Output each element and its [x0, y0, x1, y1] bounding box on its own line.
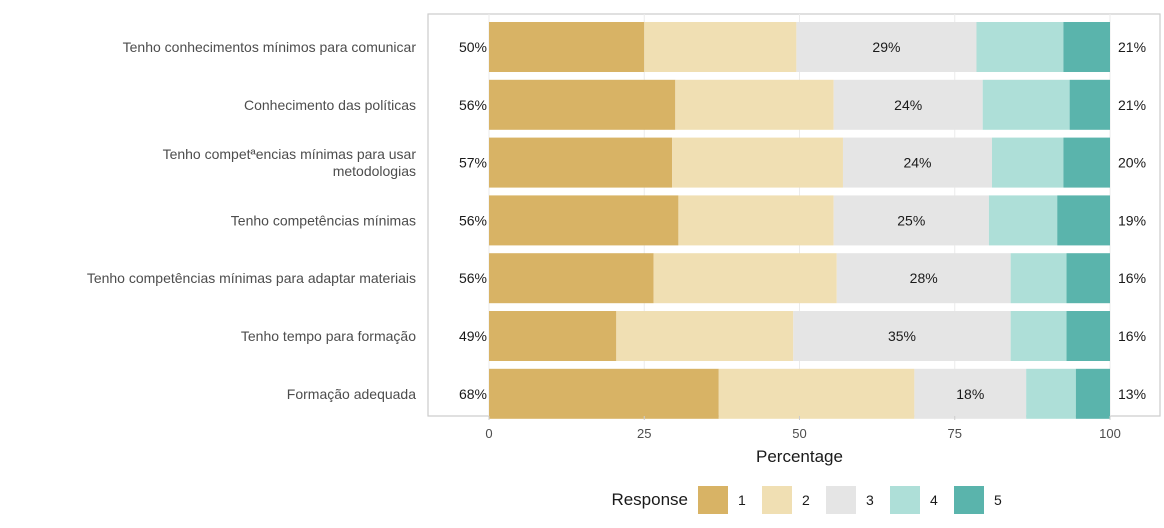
bar-segment-3 — [796, 22, 977, 72]
bar-segment-5 — [1063, 137, 1110, 188]
right-percent-label: 21% — [1118, 97, 1146, 113]
bar-segment-4 — [1026, 368, 1076, 419]
x-tick-label: 100 — [1099, 426, 1121, 441]
bar-segment-5 — [1066, 311, 1110, 361]
legend-key-3 — [826, 486, 856, 514]
bar-segment-4 — [976, 22, 1064, 72]
bar-segment-1 — [489, 79, 676, 130]
category-label: Tenho competências mínimas — [231, 212, 416, 228]
bar-segment-2 — [675, 79, 834, 130]
bar-segment-1 — [489, 22, 645, 72]
right-percent-label: 16% — [1118, 270, 1146, 286]
x-tick-label: 75 — [948, 426, 962, 441]
right-percent-label: 19% — [1118, 212, 1146, 228]
category-label: Tenho conhecimentos mínimos para comunic… — [123, 39, 417, 55]
category-label: Conhecimento das políticas — [244, 97, 416, 113]
legend-key-4 — [890, 486, 920, 514]
x-tick-label: 0 — [485, 426, 492, 441]
legend-label: 4 — [930, 492, 938, 508]
category-label: Tenho competªencias mínimas para usar met… — [163, 146, 417, 179]
bar-segment-3 — [836, 253, 1011, 304]
bar-segment-1 — [489, 368, 719, 419]
bar-segment-4 — [992, 137, 1064, 188]
middle-percent-label: 25% — [897, 212, 925, 228]
right-percent-label: 13% — [1118, 386, 1146, 402]
legend-label: 1 — [738, 492, 746, 508]
category-label: Tenho tempo para formação — [241, 328, 416, 344]
middle-percent-label: 24% — [903, 155, 931, 171]
bar-segment-4 — [988, 195, 1058, 246]
middle-percent-label: 24% — [894, 97, 922, 113]
bar-segment-4 — [1010, 311, 1067, 361]
legend-key-2 — [762, 486, 792, 514]
middle-percent-label: 29% — [872, 39, 900, 55]
bar-segment-1 — [489, 137, 673, 188]
bar-segment-3 — [842, 137, 993, 188]
bar-segment-2 — [678, 195, 834, 246]
labels-layer: 50% 29% 21% Tenho conhecimentos mínimos par… — [87, 39, 1146, 402]
legend-key-1 — [698, 486, 728, 514]
bar-segment-2 — [718, 368, 915, 419]
left-percent-label: 68% — [459, 386, 487, 402]
left-percent-label: 56% — [459, 97, 487, 113]
middle-percent-label: 18% — [956, 386, 984, 402]
bar-segment-5 — [1069, 79, 1110, 130]
left-percent-label: 56% — [459, 212, 487, 228]
bar-segment-3 — [793, 311, 1011, 361]
bar-segment-2 — [616, 311, 794, 361]
bar-segment-2 — [672, 137, 843, 188]
bar-segment-3 — [914, 368, 1027, 419]
left-percent-label: 49% — [459, 328, 487, 344]
x-axis: 0 25 50 75 100 — [485, 416, 1121, 441]
legend-label: 5 — [994, 492, 1002, 508]
x-tick-label: 25 — [637, 426, 651, 441]
bar-segment-4 — [1010, 253, 1067, 304]
right-percent-label: 20% — [1118, 155, 1146, 171]
bar-segment-5 — [1075, 368, 1110, 419]
legend-title: Response — [611, 490, 688, 509]
legend-label: 3 — [866, 492, 874, 508]
legend-key-5 — [954, 486, 984, 514]
bar-segment-5 — [1063, 22, 1110, 72]
bar-segment-1 — [489, 253, 654, 304]
bar-segment-3 — [833, 79, 983, 130]
bar-segment-2 — [653, 253, 837, 304]
legend: Response 1 2 3 4 5 — [611, 486, 1002, 514]
bar-segment-1 — [489, 311, 617, 361]
bar-segment-5 — [1066, 253, 1110, 304]
x-axis-title: Percentage — [756, 447, 843, 466]
category-label: Formação adequada — [287, 386, 416, 402]
bar-segment-3 — [833, 195, 989, 246]
bar-segment-5 — [1057, 195, 1110, 246]
left-percent-label: 56% — [459, 270, 487, 286]
bar-segment-2 — [644, 22, 797, 72]
legend-label: 2 — [802, 492, 810, 508]
category-label: Tenho competências mínimas para adaptar … — [87, 270, 416, 286]
x-tick-label: 50 — [792, 426, 806, 441]
left-percent-label: 50% — [459, 39, 487, 55]
right-percent-label: 16% — [1118, 328, 1146, 344]
middle-percent-label: 35% — [888, 328, 916, 344]
left-percent-label: 57% — [459, 155, 487, 171]
bar-segment-1 — [489, 195, 679, 246]
right-percent-label: 21% — [1118, 39, 1146, 55]
bar-segment-4 — [982, 79, 1070, 130]
middle-percent-label: 28% — [910, 270, 938, 286]
bars-layer — [489, 22, 1110, 419]
